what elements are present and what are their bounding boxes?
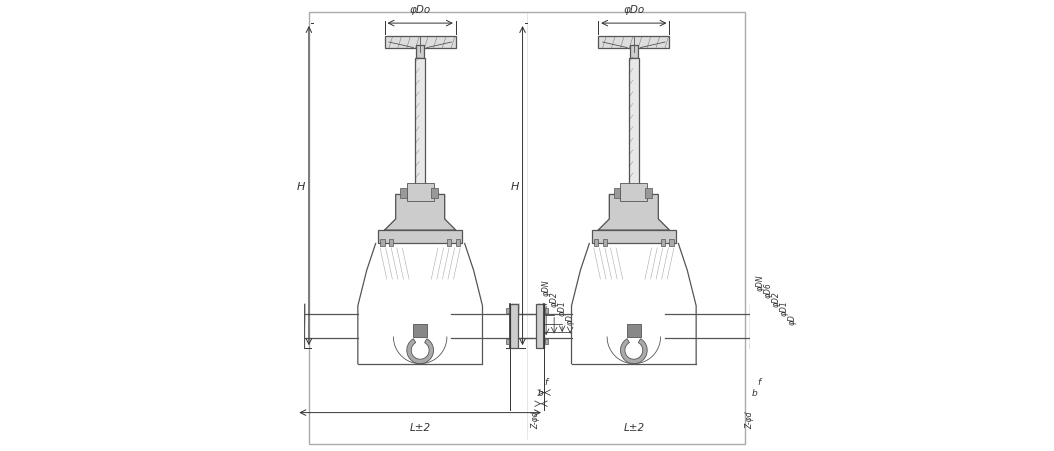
Bar: [292, 308, 295, 313]
Bar: [535, 304, 544, 348]
Bar: [431, 189, 438, 198]
Text: f: f: [544, 377, 547, 386]
Bar: [545, 339, 548, 344]
Text: φDo: φDo: [410, 5, 431, 15]
Text: φDN: φDN: [542, 278, 550, 295]
Bar: [759, 308, 762, 313]
Wedge shape: [621, 339, 647, 364]
Text: L±2: L±2: [410, 422, 431, 432]
Bar: [292, 339, 295, 344]
Bar: [603, 240, 607, 247]
Bar: [593, 240, 599, 247]
Bar: [401, 189, 407, 198]
Text: φD2: φD2: [772, 290, 780, 306]
Text: Z-φd: Z-φd: [531, 410, 541, 428]
Text: b: b: [752, 388, 758, 397]
Polygon shape: [385, 195, 455, 230]
Text: φDN: φDN: [756, 274, 764, 290]
Bar: [380, 240, 385, 247]
FancyBboxPatch shape: [599, 37, 669, 49]
Bar: [749, 304, 758, 348]
Bar: [447, 240, 451, 247]
Text: b: b: [539, 388, 544, 397]
Text: φD1: φD1: [558, 299, 567, 315]
Text: φD6: φD6: [763, 281, 773, 297]
Text: φD1: φD1: [779, 299, 788, 315]
Bar: [506, 308, 509, 313]
Bar: [415, 59, 425, 195]
Wedge shape: [407, 339, 433, 364]
Text: φD: φD: [566, 313, 574, 324]
Text: H: H: [510, 181, 519, 191]
Bar: [455, 240, 461, 247]
Bar: [630, 46, 638, 59]
Text: φD2: φD2: [549, 290, 559, 306]
Bar: [629, 59, 639, 195]
Bar: [669, 240, 674, 247]
Text: L±2: L±2: [623, 422, 644, 432]
Bar: [416, 46, 424, 59]
Bar: [545, 308, 548, 313]
Text: Z-φd: Z-φd: [745, 410, 754, 428]
Bar: [407, 184, 433, 202]
Bar: [510, 304, 519, 348]
Bar: [506, 339, 509, 344]
Bar: [389, 240, 393, 247]
Bar: [296, 304, 305, 348]
Text: f: f: [758, 377, 761, 386]
Bar: [591, 230, 676, 244]
Bar: [378, 230, 463, 244]
Text: φDo: φDo: [623, 5, 644, 15]
FancyBboxPatch shape: [385, 37, 455, 49]
Bar: [661, 240, 665, 247]
Text: φD: φD: [787, 313, 797, 324]
Bar: [759, 339, 762, 344]
Polygon shape: [599, 195, 669, 230]
Text: H: H: [296, 181, 305, 191]
Bar: [621, 184, 647, 202]
Bar: [613, 189, 621, 198]
Bar: [627, 324, 641, 337]
Bar: [645, 189, 651, 198]
Bar: [413, 324, 427, 337]
